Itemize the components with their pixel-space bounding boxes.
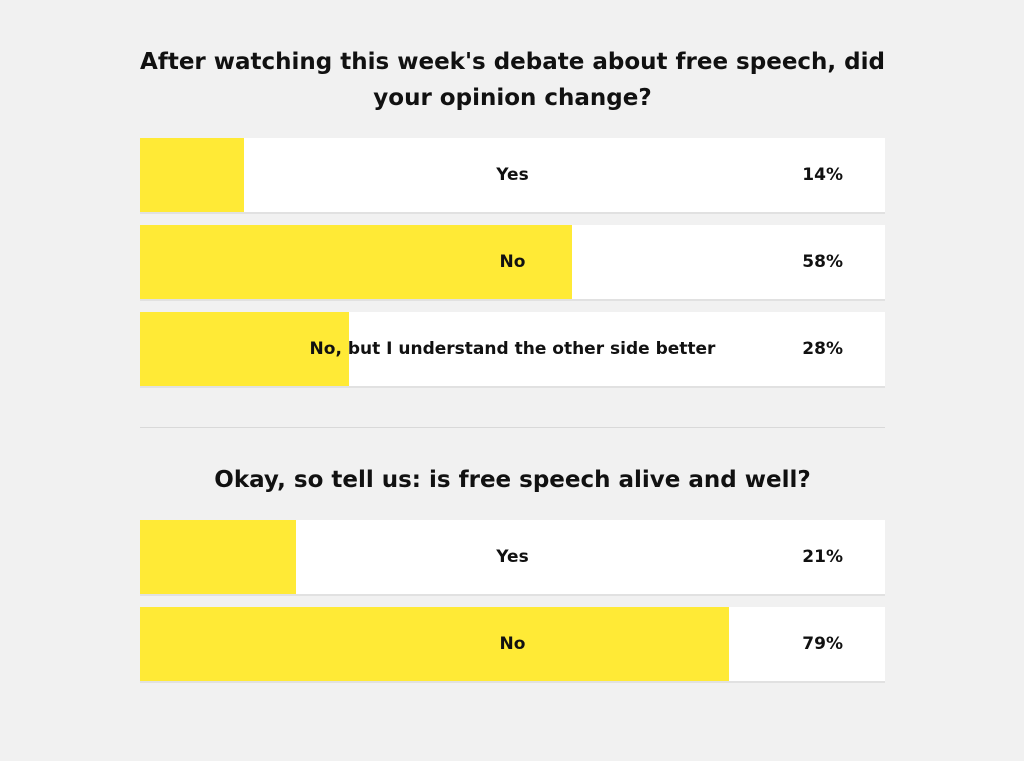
option-percent: 28% (802, 339, 843, 359)
option-percent: 14% (802, 165, 843, 185)
poll-divider (140, 427, 885, 428)
result-bar-fill (140, 225, 573, 299)
result-bar-fill (140, 520, 297, 594)
poll-opinion-change: After watching this week's debate about … (140, 44, 885, 399)
result-bar-fill (140, 607, 729, 681)
poll-option-no-but-understand[interactable]: No, but I understand the other side bett… (140, 312, 885, 386)
option-percent: 58% (802, 252, 843, 272)
poll-option-yes[interactable]: Yes 14% (140, 138, 885, 212)
result-bar-fill (140, 138, 245, 212)
poll-free-speech-alive: Okay, so tell us: is free speech alive a… (140, 462, 885, 694)
option-percent: 79% (802, 634, 843, 654)
option-label: Yes (496, 165, 529, 185)
poll-option-no[interactable]: No 79% (140, 607, 885, 681)
result-bar-fill (140, 312, 349, 386)
poll-option-yes[interactable]: Yes 21% (140, 520, 885, 594)
poll-question: After watching this week's debate about … (140, 49, 885, 111)
poll-option-no[interactable]: No 58% (140, 225, 885, 299)
option-percent: 21% (802, 547, 843, 567)
poll-question: Okay, so tell us: is free speech alive a… (214, 467, 811, 493)
